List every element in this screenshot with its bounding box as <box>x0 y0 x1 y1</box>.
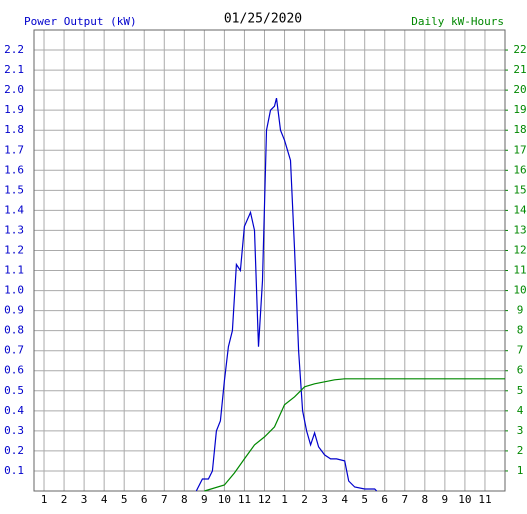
x-tick-label: 11 <box>238 493 251 506</box>
y2-tick-label: 17 <box>513 143 526 156</box>
x-tick-label: 12 <box>258 493 271 506</box>
x-tick-label: 4 <box>101 493 108 506</box>
y-tick-label: 1.6 <box>4 163 24 176</box>
y-tick-label: 1.8 <box>4 123 24 136</box>
x-tick-label: 8 <box>181 493 188 506</box>
y-tick-label: 0.9 <box>4 304 24 317</box>
chart-title: 01/25/2020 <box>224 12 302 27</box>
y-tick-label: 1.0 <box>4 284 24 297</box>
y-tick-label: 0.4 <box>4 404 24 417</box>
x-tick-label: 3 <box>81 493 88 506</box>
y2-tick-label: 12 <box>513 243 526 256</box>
left-axis-title: Power Output (kW) <box>24 15 137 28</box>
y2-tick-label: 22 <box>513 43 526 56</box>
y-tick-label: 1.2 <box>4 243 24 256</box>
y-tick-label: 1.5 <box>4 183 24 196</box>
x-tick-label: 9 <box>201 493 208 506</box>
right-axis-title: Daily kW-Hours <box>411 15 504 28</box>
y-tick-label: 0.1 <box>4 464 24 477</box>
y2-tick-label: 3 <box>517 424 524 437</box>
y-tick-label: 0.6 <box>4 364 24 377</box>
x-tick-label: 9 <box>442 493 449 506</box>
y2-tick-label: 8 <box>517 324 524 337</box>
y-tick-label: 1.9 <box>4 103 24 116</box>
x-tick-label: 10 <box>458 493 471 506</box>
y-tick-label: 0.5 <box>4 384 24 397</box>
x-tick-label: 4 <box>341 493 348 506</box>
y2-tick-label: 9 <box>517 304 524 317</box>
y2-tick-label: 4 <box>517 404 524 417</box>
y-tick-label: 1.3 <box>4 223 24 236</box>
x-tick-label: 1 <box>41 493 48 506</box>
y-tick-label: 0.8 <box>4 324 24 337</box>
y2-tick-label: 10 <box>513 284 526 297</box>
y2-tick-label: 2 <box>517 444 524 457</box>
x-tick-label: 5 <box>361 493 368 506</box>
x-tick-label: 7 <box>161 493 168 506</box>
y2-tick-label: 11 <box>513 264 526 277</box>
x-tick-label: 6 <box>141 493 148 506</box>
y2-tick-label: 1 <box>517 464 524 477</box>
y2-tick-label: 14 <box>513 203 527 216</box>
y-tick-label: 2.0 <box>4 83 24 96</box>
x-tick-label: 7 <box>401 493 408 506</box>
y-tick-label: 0.7 <box>4 344 24 357</box>
y2-tick-label: 21 <box>513 63 526 76</box>
y2-tick-label: 20 <box>513 83 526 96</box>
y2-tick-label: 15 <box>513 183 526 196</box>
y-tick-label: 2.1 <box>4 63 24 76</box>
y2-tick-label: 16 <box>513 163 526 176</box>
y-tick-label: 1.4 <box>4 203 24 216</box>
y-tick-label: 0.3 <box>4 424 24 437</box>
y-tick-label: 1.7 <box>4 143 24 156</box>
y-tick-label: 2.2 <box>4 43 24 56</box>
x-tick-label: 3 <box>321 493 328 506</box>
x-tick-label: 2 <box>301 493 308 506</box>
x-tick-label: 1 <box>281 493 288 506</box>
series-line <box>204 378 505 492</box>
y2-tick-label: 18 <box>513 123 526 136</box>
series-line <box>195 97 378 492</box>
y2-tick-label: 13 <box>513 223 526 236</box>
y2-tick-label: 19 <box>513 103 526 116</box>
y2-tick-label: 5 <box>517 384 524 397</box>
x-tick-label: 11 <box>478 493 491 506</box>
x-tick-label: 5 <box>121 493 128 506</box>
plot-frame <box>33 29 506 492</box>
y-tick-label: 1.1 <box>4 264 24 277</box>
x-tick-label: 8 <box>422 493 429 506</box>
y2-tick-label: 6 <box>517 364 524 377</box>
y-tick-label: 0.2 <box>4 444 24 457</box>
x-tick-label: 10 <box>218 493 231 506</box>
y2-tick-label: 7 <box>517 344 524 357</box>
x-tick-label: 2 <box>61 493 68 506</box>
x-tick-label: 6 <box>381 493 388 506</box>
